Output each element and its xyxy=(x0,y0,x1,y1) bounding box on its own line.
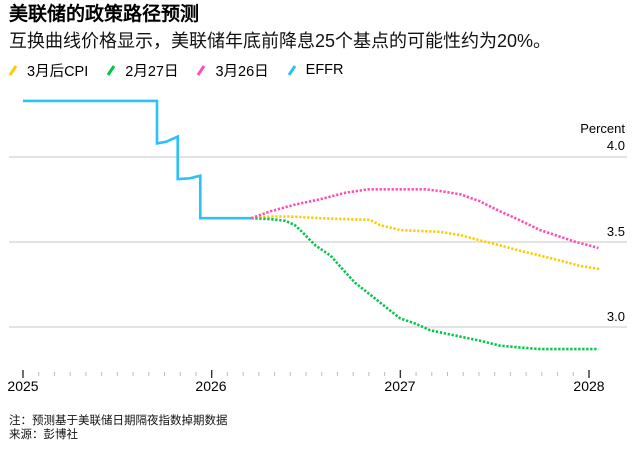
legend-label: 2月27日 xyxy=(125,63,179,80)
legend-label: 3月26日 xyxy=(215,63,269,80)
x-tick-label-2026: 2026 xyxy=(195,378,227,394)
legend-item-cpi: 3月后CPI xyxy=(8,60,88,81)
legend: 3月后CPI 2月27日 3月26日 EFFR xyxy=(8,60,362,81)
footer-source: 来源：彭博社 xyxy=(9,429,78,441)
y-gridlines xyxy=(9,156,627,328)
footer: 注：预测基于美联储日期隔夜指数掉期数据 来源：彭博社 xyxy=(9,414,228,442)
chart-title: 美联储的政策路径预测 xyxy=(9,4,200,25)
series-line xyxy=(251,216,599,351)
series-line xyxy=(251,215,601,271)
y-tick-label-4-0: 4.0 xyxy=(606,138,625,153)
x-axis-ticks xyxy=(22,370,590,378)
footer-note: 注：预测基于美联储日期隔夜指数掉期数据 xyxy=(9,415,228,427)
series-line xyxy=(250,188,599,250)
y-tick-label-3-5: 3.5 xyxy=(606,224,625,239)
y-axis-unit-label: Percent xyxy=(580,121,625,136)
legend-label: 3月后CPI xyxy=(27,63,89,80)
x-tick-label-2028: 2028 xyxy=(573,378,605,394)
y-tick-label-3-0: 3.0 xyxy=(606,309,625,324)
slash-swatch-icon xyxy=(287,65,296,76)
slash-swatch-icon xyxy=(8,65,18,76)
x-tick-label-2027: 2027 xyxy=(384,378,416,394)
series-line xyxy=(23,99,252,220)
x-tick-label-2025: 2025 xyxy=(7,378,39,394)
legend-item-mar26: 3月26日 xyxy=(196,60,269,81)
slash-swatch-icon xyxy=(197,65,206,76)
legend-item-effr: EFFR xyxy=(287,62,344,78)
series-lines xyxy=(23,99,601,351)
chart-subtitle: 互换曲线价格显示，美联储年底前降息25个基点的可能性约为20%。 xyxy=(9,31,552,51)
legend-label: EFFR xyxy=(305,62,344,78)
legend-item-feb27: 2月27日 xyxy=(106,60,178,81)
slash-swatch-icon xyxy=(107,65,116,76)
